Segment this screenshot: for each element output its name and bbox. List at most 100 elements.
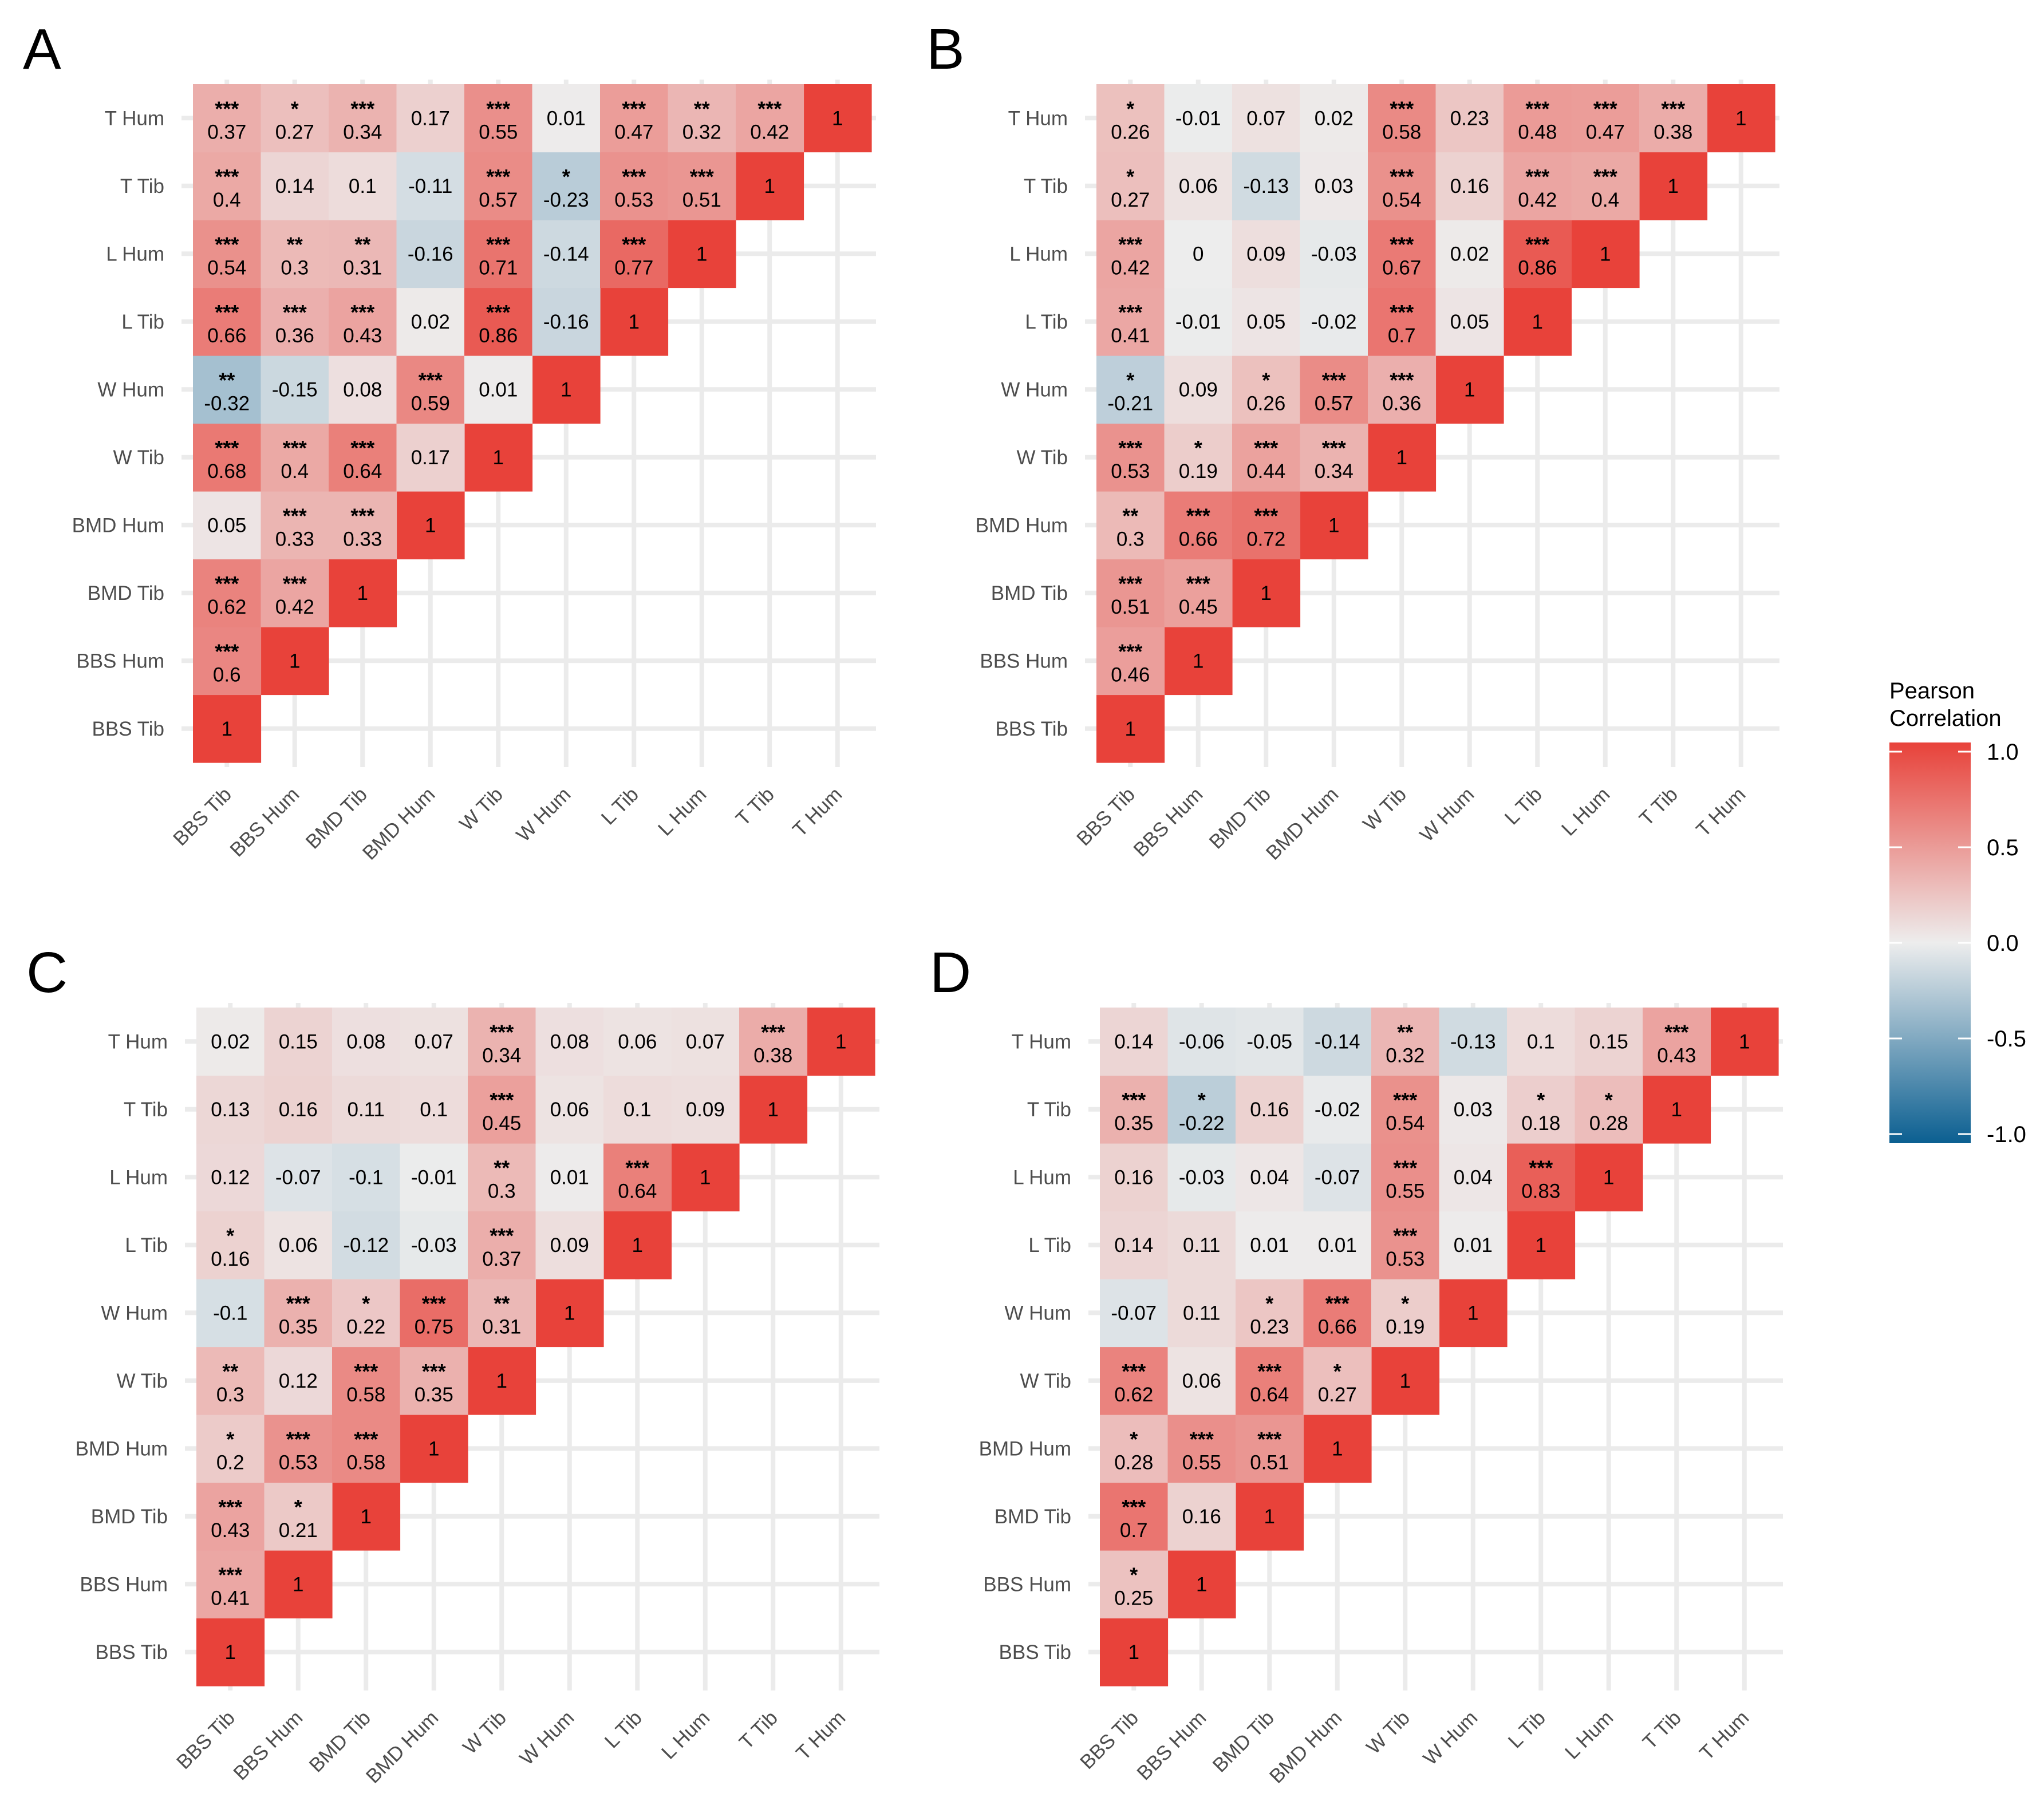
cell-value-label: 0.15: [279, 1030, 318, 1053]
cell-value-label: 0.57: [479, 189, 518, 211]
cell-value-label: -0.22: [1179, 1112, 1225, 1135]
significance-label: ***: [1118, 436, 1142, 460]
heatmap-cell: [400, 1211, 468, 1279]
heatmap-cell: [1439, 1211, 1508, 1279]
cell-value-label: 1: [1668, 175, 1679, 198]
cell-value-label: 1: [496, 1370, 507, 1392]
heatmap-cell-diagonal: [1096, 694, 1165, 763]
cell-value-label: 0: [1193, 243, 1203, 265]
cell-value-label: -0.06: [1179, 1030, 1225, 1053]
panel-c-letter: C: [26, 941, 68, 1005]
cell-value-label: 0.04: [1250, 1166, 1289, 1188]
significance-label: ***: [486, 97, 510, 120]
cell-value-label: 0.43: [1657, 1044, 1696, 1067]
cell-value-label: 1: [700, 1166, 711, 1188]
significance-label: *: [1126, 368, 1134, 392]
panel-a: A BBS Tib BBS Hum BMD Tib BMD Hum W Tib W Hum L…: [23, 17, 876, 864]
cell-value-label: 0.44: [1246, 460, 1285, 483]
cell-value-label: 0.68: [207, 460, 246, 483]
cell-value-label: 0.28: [1589, 1112, 1628, 1135]
cell-value-label: 0.17: [411, 447, 450, 469]
significance-label: *: [226, 1427, 234, 1451]
significance-label: **: [694, 97, 710, 120]
significance-label: ***: [1525, 165, 1549, 188]
cell-value-label: 0.4: [213, 189, 241, 211]
cell-value-label: 0.23: [1450, 107, 1489, 129]
significance-label: *: [1605, 1088, 1613, 1112]
heatmap-cell: [261, 559, 329, 627]
cell-value-label: 0.45: [1179, 596, 1218, 618]
cell-value-label: 1: [1264, 1506, 1275, 1528]
heatmap-cell: [264, 1482, 333, 1551]
cell-value-label: 1: [1328, 514, 1339, 536]
significance-label: *: [1537, 1088, 1545, 1112]
y-tick-label: BMD Hum: [979, 1437, 1071, 1460]
cell-value-label: 1: [1261, 582, 1272, 605]
heatmap-cell-diagonal: [1300, 491, 1368, 560]
legend-tick-label: 0.0: [1987, 931, 2019, 956]
heatmap-cell: [332, 1075, 401, 1144]
heatmap-cell: [1232, 491, 1301, 560]
heatmap-cell: [1507, 1008, 1576, 1076]
y-tick-label: T Hum: [1012, 1030, 1071, 1053]
heatmap-cell: [332, 1143, 401, 1212]
heatmap-cell-diagonal: [1232, 559, 1301, 627]
heatmap-cell: [264, 1211, 333, 1279]
heatmap-cell: [1232, 356, 1301, 424]
cell-value-label: 0.83: [1521, 1180, 1560, 1202]
cell-value-label: 0.62: [207, 596, 246, 618]
significance-label: *: [1130, 1563, 1138, 1586]
cell-value-label: 0.55: [1386, 1180, 1425, 1202]
heatmap-cell: [396, 287, 465, 356]
heatmap-cell: [196, 1550, 265, 1619]
significance-label: **: [1397, 1020, 1413, 1044]
cell-value-label: 0.01: [1318, 1234, 1357, 1257]
significance-label: ***: [1661, 97, 1685, 120]
cell-value-label: 0.06: [1179, 175, 1218, 198]
cell-value-label: 0.01: [550, 1166, 589, 1188]
heatmap-cell: [1504, 84, 1572, 153]
heatmap-cell: [1300, 356, 1368, 424]
heatmap-cell: [193, 220, 262, 289]
heatmap-cell: [196, 1075, 265, 1144]
cell-value-label: 0.25: [1114, 1587, 1153, 1609]
y-tick-label: L Hum: [1009, 243, 1068, 265]
cell-value-label: 0.38: [753, 1044, 792, 1067]
legend-ticks: 1.0 0.5 0.0 -0.5 -1.0: [1889, 740, 2026, 1147]
cell-value-label: 0.32: [682, 121, 721, 143]
heatmap-cell: [1096, 627, 1165, 696]
significance-label: ***: [283, 301, 307, 324]
cell-value-label: 0.01: [1250, 1234, 1289, 1257]
cell-value-label: 0.59: [411, 392, 450, 414]
cell-value-label: 0.3: [488, 1180, 516, 1202]
significance-label: ***: [1525, 97, 1549, 120]
significance-label: ***: [1390, 301, 1414, 324]
cell-value-label: 0.05: [1450, 311, 1489, 333]
significance-label: ***: [215, 436, 239, 460]
cell-value-label: 0.1: [349, 175, 377, 198]
heatmap-cell: [329, 423, 397, 492]
cell-value-label: 0.23: [1250, 1316, 1289, 1338]
cell-value-label: 0.51: [682, 189, 721, 211]
heatmap-cell: [193, 356, 262, 424]
heatmap-cell: [1236, 1143, 1304, 1212]
panels: A BBS Tib BBS Hum BMD Tib BMD Hum W Tib W Hum L…: [23, 17, 1783, 1788]
cell-value-label: 0.09: [686, 1099, 725, 1121]
significance-label: *: [226, 1224, 234, 1247]
cell-value-label: 0.16: [211, 1248, 250, 1270]
significance-label: ***: [490, 1224, 514, 1247]
cell-value-label: 0.51: [1250, 1451, 1289, 1474]
heatmap-cell: [1435, 287, 1504, 356]
significance-label: ***: [354, 1427, 378, 1451]
heatmap-cell-diagonal: [1710, 1008, 1779, 1076]
significance-label: ***: [1257, 1360, 1281, 1383]
significance-label: ***: [286, 1291, 310, 1315]
significance-label: *: [1198, 1088, 1206, 1112]
heatmap-cell: [1368, 287, 1437, 356]
cell-value-label: 0.2: [216, 1451, 244, 1474]
y-tick-label: BBS Hum: [76, 650, 164, 672]
heatmap-cell: [1439, 1075, 1508, 1144]
significance-label: ***: [1122, 1360, 1146, 1383]
significance-label: ***: [1118, 301, 1142, 324]
cell-value-label: 0.7: [1388, 325, 1416, 347]
